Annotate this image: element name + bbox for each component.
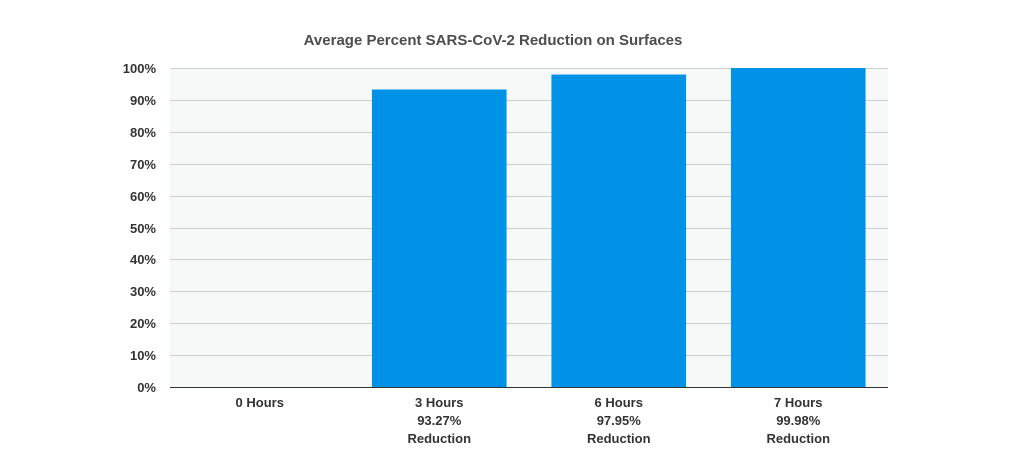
y-tick-label: 30% <box>130 284 156 299</box>
y-tick-label: 20% <box>130 316 156 331</box>
y-tick-label: 10% <box>130 348 156 363</box>
bar <box>551 74 687 388</box>
y-tick-label: 80% <box>130 125 156 140</box>
y-tick-label: 100% <box>123 61 157 76</box>
y-tick-label: 40% <box>130 252 156 267</box>
x-axis-tick-labels: 0 Hours 3 Hours 93.27% Reduction 6 Hours 97.9… <box>236 395 831 446</box>
x-tick-label: 3 Hours 93.27% Reduction <box>407 395 471 446</box>
x-tick-label: 0 Hours <box>236 395 284 410</box>
y-tick-label: 90% <box>130 93 156 108</box>
bars <box>371 68 866 388</box>
chart-title: Average Percent SARS-CoV-2 Reduction on … <box>304 32 683 49</box>
x-tick-label: 7 Hours 99.98% Reduction <box>766 395 830 446</box>
x-tick-label: 6 Hours 97.95% Reduction <box>587 395 651 446</box>
y-tick-label: 0% <box>137 380 156 395</box>
y-axis-tick-labels: 0% 10% 20% 30% 40% 50% 60% 70% 80% 90% 100% <box>123 61 157 395</box>
y-tick-label: 70% <box>130 157 156 172</box>
bar <box>371 89 507 388</box>
y-tick-label: 60% <box>130 189 156 204</box>
bar <box>730 68 866 388</box>
y-tick-label: 50% <box>130 221 156 236</box>
